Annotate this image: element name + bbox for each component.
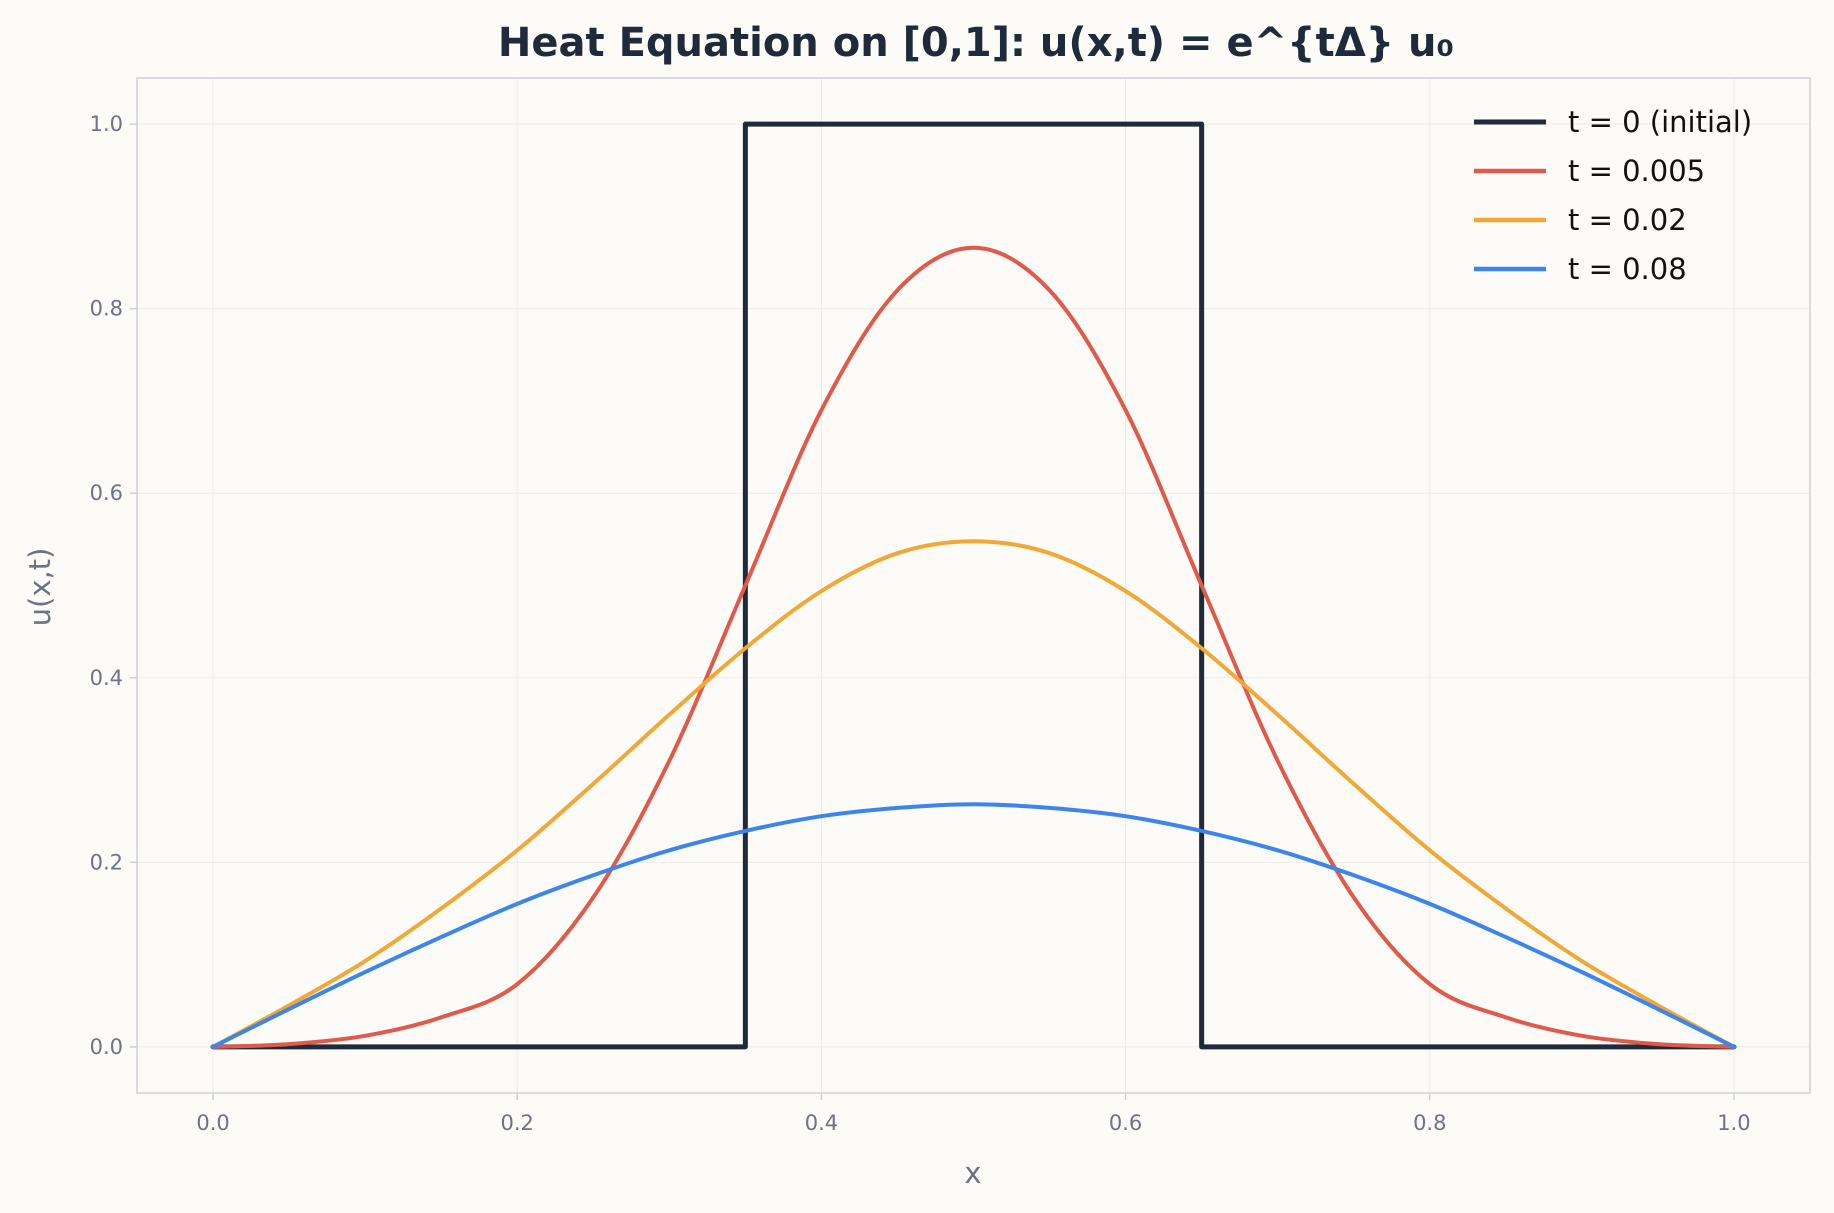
legend-label-1: t = 0.005 [1568,154,1705,188]
y-tick-label: 1.0 [90,112,123,136]
x-tick-label: 1.0 [1717,1111,1750,1135]
series-line-0 [210,121,1737,1050]
legend-label-3: t = 0.08 [1568,252,1687,286]
series-line-3 [211,802,1736,1049]
y-tick-label: 0.4 [90,666,123,690]
series-line-2 [211,539,1736,1049]
y-tick-label: 0.0 [90,1035,123,1059]
x-tick-label: 0.2 [501,1111,534,1135]
x-tick-label: 0.8 [1413,1111,1446,1135]
chart-title: Heat Equation on [0,1]: u(x,t) = e^{tΔ} … [498,20,1454,66]
y-tick-label: 0.8 [90,297,123,321]
y-tick-label: 0.6 [90,481,123,505]
plot-frame [136,77,1811,1094]
x-axis: 0.0 0.2 0.4 0.6 0.8 1.0 [196,1093,1751,1135]
legend-label-2: t = 0.02 [1568,203,1687,237]
x-tick-label: 0.4 [805,1111,838,1135]
y-axis-label: u(x,t) [23,548,57,627]
x-axis-label: x [964,1156,981,1190]
x-tick-label: 0.6 [1109,1111,1142,1135]
x-tick-label: 0.0 [196,1111,229,1135]
plot-area [210,121,1737,1050]
series-line-1 [211,245,1736,1049]
y-tick-label: 0.2 [90,850,123,874]
y-axis: 0.0 0.2 0.4 0.6 0.8 1.0 [90,112,137,1059]
legend-label-0: t = 0 (initial) [1568,105,1752,139]
legend: t = 0 (initial) t = 0.005 t = 0.02 t = 0.08 [1474,105,1752,286]
